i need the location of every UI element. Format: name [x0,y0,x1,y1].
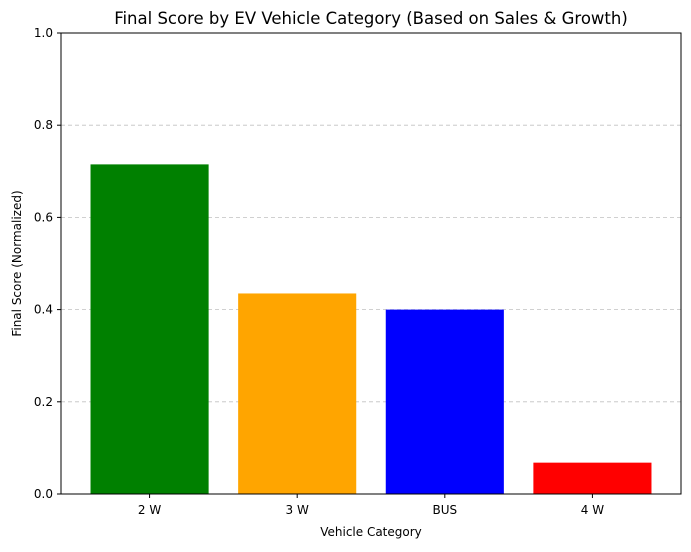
y-tick-label: 0.2 [34,395,53,409]
bar-2w [90,164,209,494]
ticks-layer: 0.0 0.2 0.4 0.6 0.8 1.0 2 W 3 W BUS 4 W [34,26,604,517]
y-tick-label: 0.6 [34,210,53,224]
y-axis-label: Final Score (Normalized) [10,190,24,336]
plot-frame [60,32,682,495]
y-tick-label: 0.0 [34,487,53,501]
bar-3w [238,293,357,494]
x-tick-label: BUS [432,503,457,517]
chart-title: Final Score by EV Vehicle Category (Base… [114,9,628,28]
bar-4w [533,462,652,494]
bar-bus [385,309,504,494]
x-tick-label: 3 W [286,503,309,517]
x-tick-label: 2 W [138,503,161,517]
y-tick-label: 1.0 [34,26,53,40]
axes-layer [60,32,682,495]
x-axis-label: Vehicle Category [320,525,422,539]
y-tick-label: 0.8 [34,118,53,132]
x-tick-label: 4 W [581,503,604,517]
grid-layer [61,124,681,403]
bars-layer [90,164,652,494]
y-tick-label: 0.4 [34,303,53,317]
